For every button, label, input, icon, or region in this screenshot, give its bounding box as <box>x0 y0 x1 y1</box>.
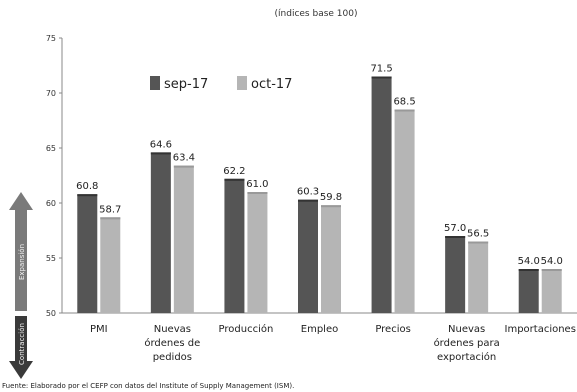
category-label: pedidos <box>153 352 192 363</box>
bar-highlight <box>468 241 489 244</box>
bar-highlight <box>77 194 98 197</box>
y-tick-label: 50 <box>46 309 56 318</box>
bar-sep-17 <box>298 199 318 313</box>
bar-highlight <box>247 192 268 194</box>
value-label: 59.8 <box>320 192 342 203</box>
legend-swatch-sep-17 <box>150 76 160 90</box>
bar-oct-17 <box>468 241 489 313</box>
bar-sep-17 <box>371 76 392 313</box>
value-label: 60.8 <box>76 181 98 192</box>
value-label: 57.0 <box>444 223 466 234</box>
y-tick-label: 65 <box>46 144 56 153</box>
category-label: Importaciones <box>505 324 576 335</box>
legend-label-oct-17: oct-17 <box>251 77 292 92</box>
value-label: 60.3 <box>297 187 319 198</box>
bar-sep-17 <box>150 152 171 313</box>
category-label: Precios <box>375 324 411 335</box>
bar-highlight <box>298 199 318 202</box>
category-label: Nuevas <box>154 324 191 335</box>
bar-oct-17 <box>394 109 415 313</box>
value-label: 71.5 <box>370 64 392 75</box>
chart-subtitle: (índices base 100) <box>275 9 358 19</box>
contraction-arrow-label: Contracción <box>18 323 26 365</box>
value-label: 58.7 <box>99 204 121 215</box>
category-label: órdenes de <box>144 337 200 349</box>
value-label: 54.0 <box>518 256 540 267</box>
category-label: PMI <box>90 324 108 335</box>
category-label: Nuevas <box>448 324 485 335</box>
legend-swatch-oct-17 <box>237 76 247 90</box>
value-label: 68.5 <box>393 97 415 108</box>
contraction-arrow: Contracción <box>9 316 33 379</box>
bar-sep-17 <box>518 269 539 313</box>
bar-highlight <box>321 205 341 208</box>
y-tick-label: 60 <box>46 199 56 208</box>
value-label: 54.0 <box>541 256 563 267</box>
contraction-arrow-shape <box>9 316 33 379</box>
source-note: Fuente: Elaborado por el CEFP con datos … <box>2 382 294 390</box>
y-tick-label: 75 <box>46 34 56 43</box>
bar-oct-17 <box>247 192 268 313</box>
bar-highlight <box>173 165 194 168</box>
expansion-arrow-label: Expansión <box>18 244 26 280</box>
bar-sep-17 <box>445 236 466 313</box>
category-label: Producción <box>219 323 274 335</box>
bar-highlight <box>150 152 171 155</box>
bar-highlight <box>394 109 415 112</box>
legend-label-sep-17: sep-17 <box>164 77 208 92</box>
value-label: 56.5 <box>467 229 489 240</box>
legend: sep-17 oct-17 <box>150 76 292 92</box>
bar-sep-17 <box>77 194 98 313</box>
bar-oct-17 <box>541 269 562 313</box>
bar-highlight <box>445 236 466 238</box>
bar-highlight <box>224 178 245 181</box>
expansion-arrow: Expansión <box>9 192 33 311</box>
expansion-arrow-shape <box>9 192 33 311</box>
value-label: 64.6 <box>150 139 172 150</box>
value-label: 61.0 <box>246 179 268 190</box>
y-tick-label: 70 <box>46 89 56 98</box>
bar-highlight <box>371 76 392 79</box>
category-label: órdenes para <box>434 337 500 349</box>
bar-sep-17 <box>224 178 245 313</box>
bar-highlight <box>541 269 562 271</box>
category-label: Empleo <box>301 324 338 335</box>
bar-oct-17 <box>173 165 194 313</box>
bar-oct-17 <box>100 217 121 313</box>
value-label: 62.2 <box>223 166 245 177</box>
value-label: 63.4 <box>173 153 195 164</box>
category-label: exportación <box>437 351 496 363</box>
bar-oct-17 <box>321 205 341 313</box>
bar-highlight <box>518 269 539 271</box>
y-tick-label: 55 <box>46 254 56 263</box>
bar-highlight <box>100 217 121 220</box>
